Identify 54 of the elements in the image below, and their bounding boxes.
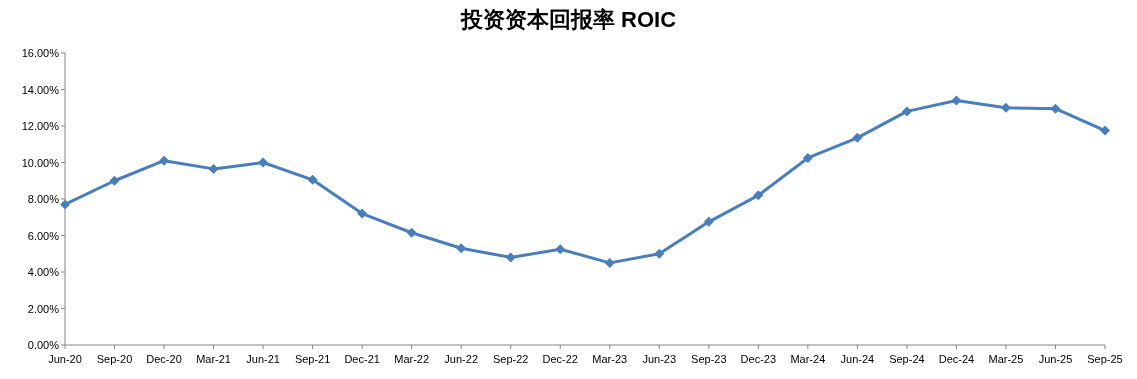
x-tick-label: Jun-24 [840,353,875,365]
y-tick-label: 2.00% [27,302,60,315]
y-tick-label: 6.00% [27,229,60,242]
x-tick-label: Dec-20 [146,353,182,365]
x-tick-label: Sep-24 [889,353,925,365]
point [1050,103,1061,114]
x-tick-label: Jun-20 [48,353,82,365]
point [654,248,665,259]
x-tick-label: Mar-23 [592,353,628,365]
point [951,95,962,106]
x-tick-label: Mar-25 [988,353,1024,365]
point [159,155,170,166]
x-tick-label: Mar-22 [394,353,430,365]
y-tick-label: 14.00% [21,83,60,96]
x-tick-label: Mar-24 [790,353,826,365]
x-tick-label: Dec-23 [740,353,777,365]
point [604,257,615,268]
point [60,199,70,210]
x-tick-label: Sep-23 [691,353,727,365]
y-tick-label: 0.00% [27,339,60,351]
x-tick-label: Sep-25 [1087,353,1123,365]
y-tick-label: 16.00% [21,47,60,59]
x-tick-label: Jun-23 [642,353,677,365]
y-tick-label: 4.00% [27,266,60,278]
x-tick-label: Sep-22 [492,353,529,365]
point [307,174,318,185]
point [703,216,714,227]
x-tick-label: Dec-24 [938,353,975,365]
x-tick-label: Jun-25 [1038,353,1073,365]
x-tick-label: Dec-22 [542,353,578,365]
x-tick-label: Sep-21 [294,353,331,365]
y-tick-label: 12.00% [21,120,60,132]
point [753,190,764,201]
y-tick-label: 8.00% [27,193,60,205]
x-tick-label: Sep-20 [96,353,133,365]
point [802,152,813,163]
x-tick-label: Mar-21 [196,353,231,365]
x-tick-label: Dec-21 [344,353,380,365]
point [109,175,120,186]
point [258,157,269,168]
point [406,227,417,238]
x-tick-label: Jun-22 [444,353,479,365]
point [357,208,368,219]
y-tick-label: 10.00% [21,156,60,169]
point [456,243,467,254]
x-tick-label: Jun-21 [246,353,280,365]
point [208,163,219,174]
chart-title: 投资资本回报率 ROIC [459,7,677,32]
point [1000,102,1011,113]
point [901,106,912,117]
point [852,132,863,143]
point [505,252,516,263]
point [555,244,566,255]
point [1100,125,1110,136]
